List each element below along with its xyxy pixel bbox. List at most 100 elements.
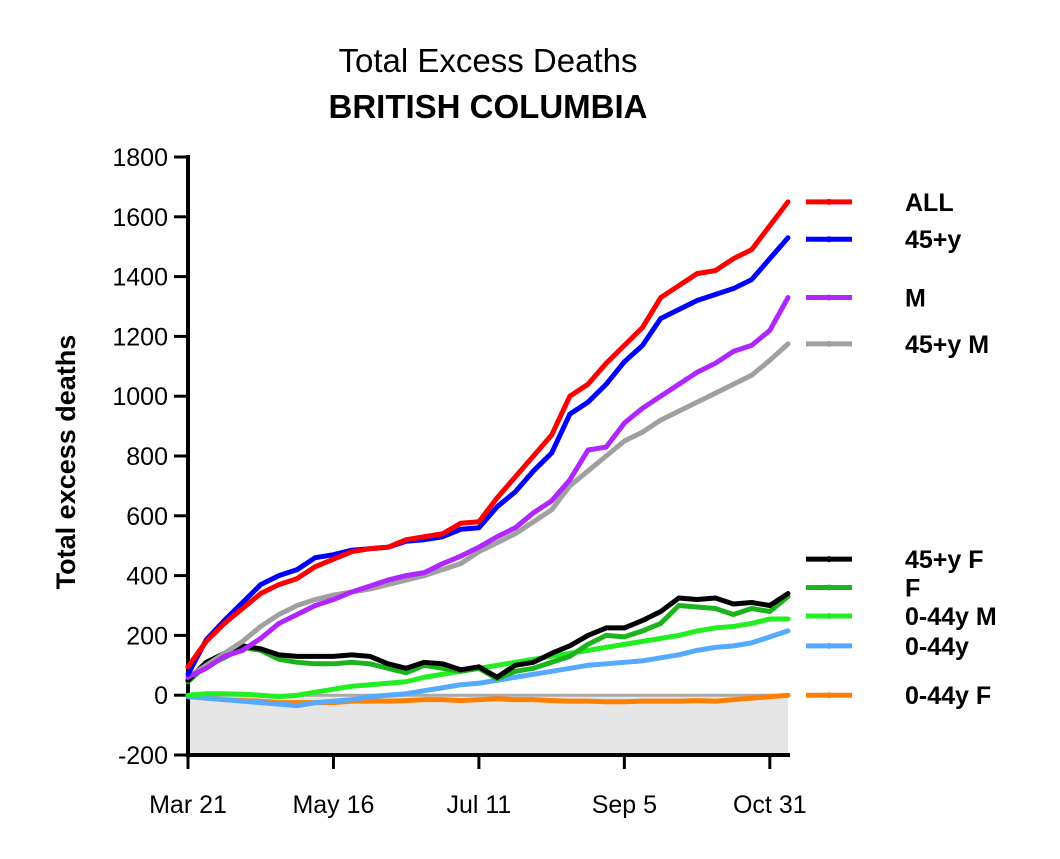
data-point [749, 277, 754, 282]
data-point [367, 694, 373, 699]
series-line-m [185, 295, 791, 680]
data-point [513, 697, 518, 702]
data-point [385, 544, 391, 550]
data-point [785, 693, 791, 698]
data-point [458, 527, 463, 532]
data-point [676, 382, 682, 387]
data-point [767, 634, 773, 640]
data-point [349, 660, 354, 665]
data-point [603, 633, 609, 638]
data-point [294, 567, 300, 572]
data-point [622, 634, 627, 640]
data-point [731, 382, 736, 387]
data-point [749, 606, 754, 611]
data-point [476, 525, 482, 530]
data-point [731, 612, 736, 617]
data-point [622, 420, 627, 426]
data-point [222, 691, 227, 696]
data-point [458, 553, 463, 559]
data-point [767, 223, 773, 228]
legend-label: 45+y [905, 226, 961, 254]
data-point [658, 621, 663, 626]
data-point [385, 698, 391, 704]
data-point [294, 660, 300, 665]
data-point [603, 625, 609, 631]
data-point [531, 672, 536, 677]
data-point [476, 519, 482, 524]
data-point [658, 698, 663, 704]
data-point [767, 328, 773, 333]
data-point [622, 699, 627, 704]
data-point [785, 199, 791, 205]
data-point [385, 693, 391, 698]
data-point [403, 666, 409, 671]
data-point [640, 658, 645, 664]
legend-marker [826, 612, 832, 619]
data-point [785, 295, 791, 300]
data-point [731, 286, 736, 291]
data-point [331, 597, 336, 602]
data-point [549, 660, 554, 665]
data-point [694, 370, 700, 375]
data-point [422, 675, 427, 680]
data-point [222, 621, 227, 626]
data-point [294, 576, 300, 581]
data-point [749, 621, 754, 626]
data-point [258, 636, 263, 641]
data-point [549, 432, 554, 438]
data-point [367, 546, 373, 551]
data-point [585, 663, 591, 668]
data-point [313, 654, 318, 659]
data-point [731, 256, 736, 261]
data-point [513, 525, 518, 530]
data-point [676, 652, 682, 658]
data-point [676, 603, 682, 608]
data-point [567, 643, 573, 649]
series-line-45-y [185, 235, 791, 677]
data-point [603, 453, 609, 459]
legend-marker [826, 584, 832, 591]
data-point [585, 633, 591, 638]
data-point [567, 654, 573, 659]
data-point [240, 648, 245, 653]
data-point [294, 603, 300, 608]
data-point [513, 531, 518, 536]
data-point [731, 624, 736, 629]
legend-label: ALL [905, 189, 954, 217]
data-point [385, 661, 391, 667]
data-point [549, 507, 554, 513]
data-point [494, 663, 500, 668]
chart-subtitle: BRITISH COLUMBIA [328, 88, 648, 125]
data-point [313, 661, 318, 667]
data-point [258, 700, 263, 705]
data-point [458, 561, 463, 566]
data-point [349, 684, 354, 689]
data-point [749, 640, 754, 646]
data-point [658, 655, 663, 661]
data-point [676, 595, 682, 601]
y-tick-label: 1200 [112, 323, 168, 351]
data-point [585, 642, 591, 647]
data-point [494, 495, 500, 501]
data-point [222, 654, 227, 659]
data-point [440, 531, 445, 536]
data-point [603, 645, 609, 650]
data-point [403, 679, 409, 684]
data-point [640, 628, 645, 634]
data-point [676, 283, 682, 288]
data-point [531, 510, 536, 516]
data-point [767, 609, 773, 614]
data-point [494, 675, 500, 680]
data-point [731, 697, 736, 702]
data-point [331, 592, 336, 598]
data-point [476, 544, 482, 550]
series-line-45-y-m [185, 341, 791, 680]
data-point [622, 343, 627, 348]
data-point [749, 247, 754, 252]
data-point [494, 534, 500, 539]
series-line-0-44y [185, 628, 791, 709]
data-point [367, 654, 373, 659]
data-point [676, 307, 682, 312]
data-point [276, 657, 282, 662]
